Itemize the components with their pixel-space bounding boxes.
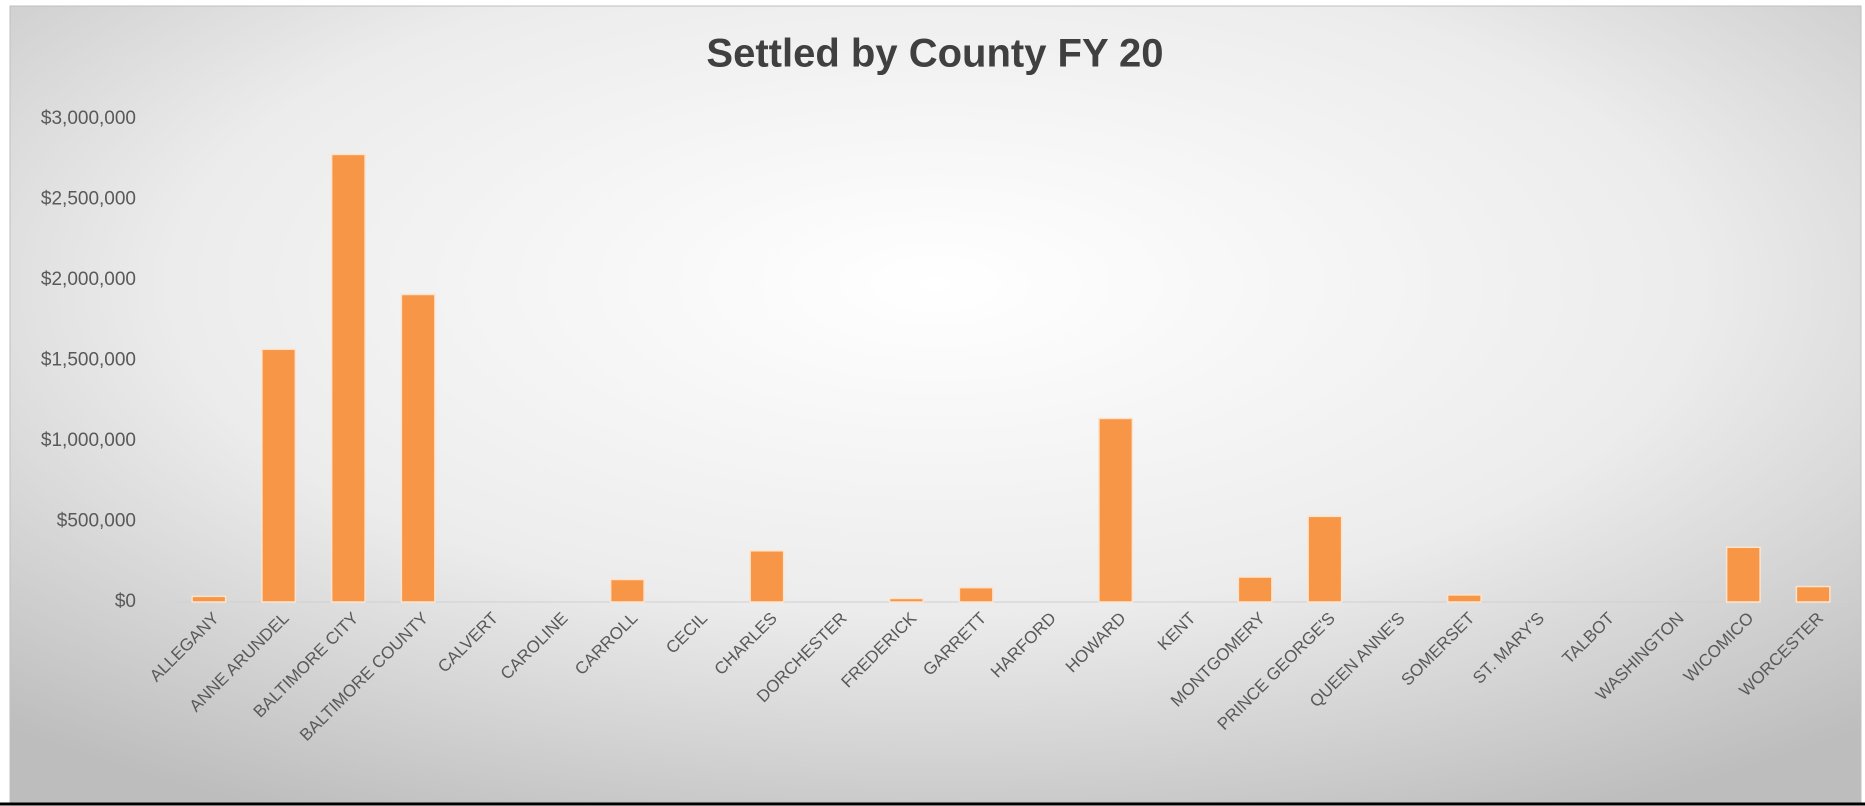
bar <box>609 578 645 603</box>
y-tick-label: $2,000,000 <box>41 269 136 290</box>
y-tick-label: $1,000,000 <box>41 430 136 451</box>
bar <box>1446 594 1482 603</box>
y-tick-label: $3,000,000 <box>41 108 136 129</box>
chart-title: Settled by County FY 20 <box>706 32 1163 76</box>
bar <box>958 586 994 603</box>
bar <box>1795 585 1831 603</box>
bar <box>888 597 924 603</box>
y-tick-label: $500,000 <box>57 511 136 532</box>
bar <box>1237 576 1273 603</box>
y-tick-label: $1,500,000 <box>41 350 136 371</box>
bar <box>400 293 436 603</box>
bar <box>330 153 366 603</box>
y-tick-label: $2,500,000 <box>41 189 136 210</box>
bar <box>1307 515 1343 603</box>
bar <box>749 550 785 603</box>
bar <box>191 595 227 603</box>
bar <box>1098 417 1134 603</box>
bar <box>261 348 297 603</box>
y-tick-label: $0 <box>115 591 136 612</box>
chart-background <box>9 5 1862 803</box>
bar <box>1725 546 1761 603</box>
